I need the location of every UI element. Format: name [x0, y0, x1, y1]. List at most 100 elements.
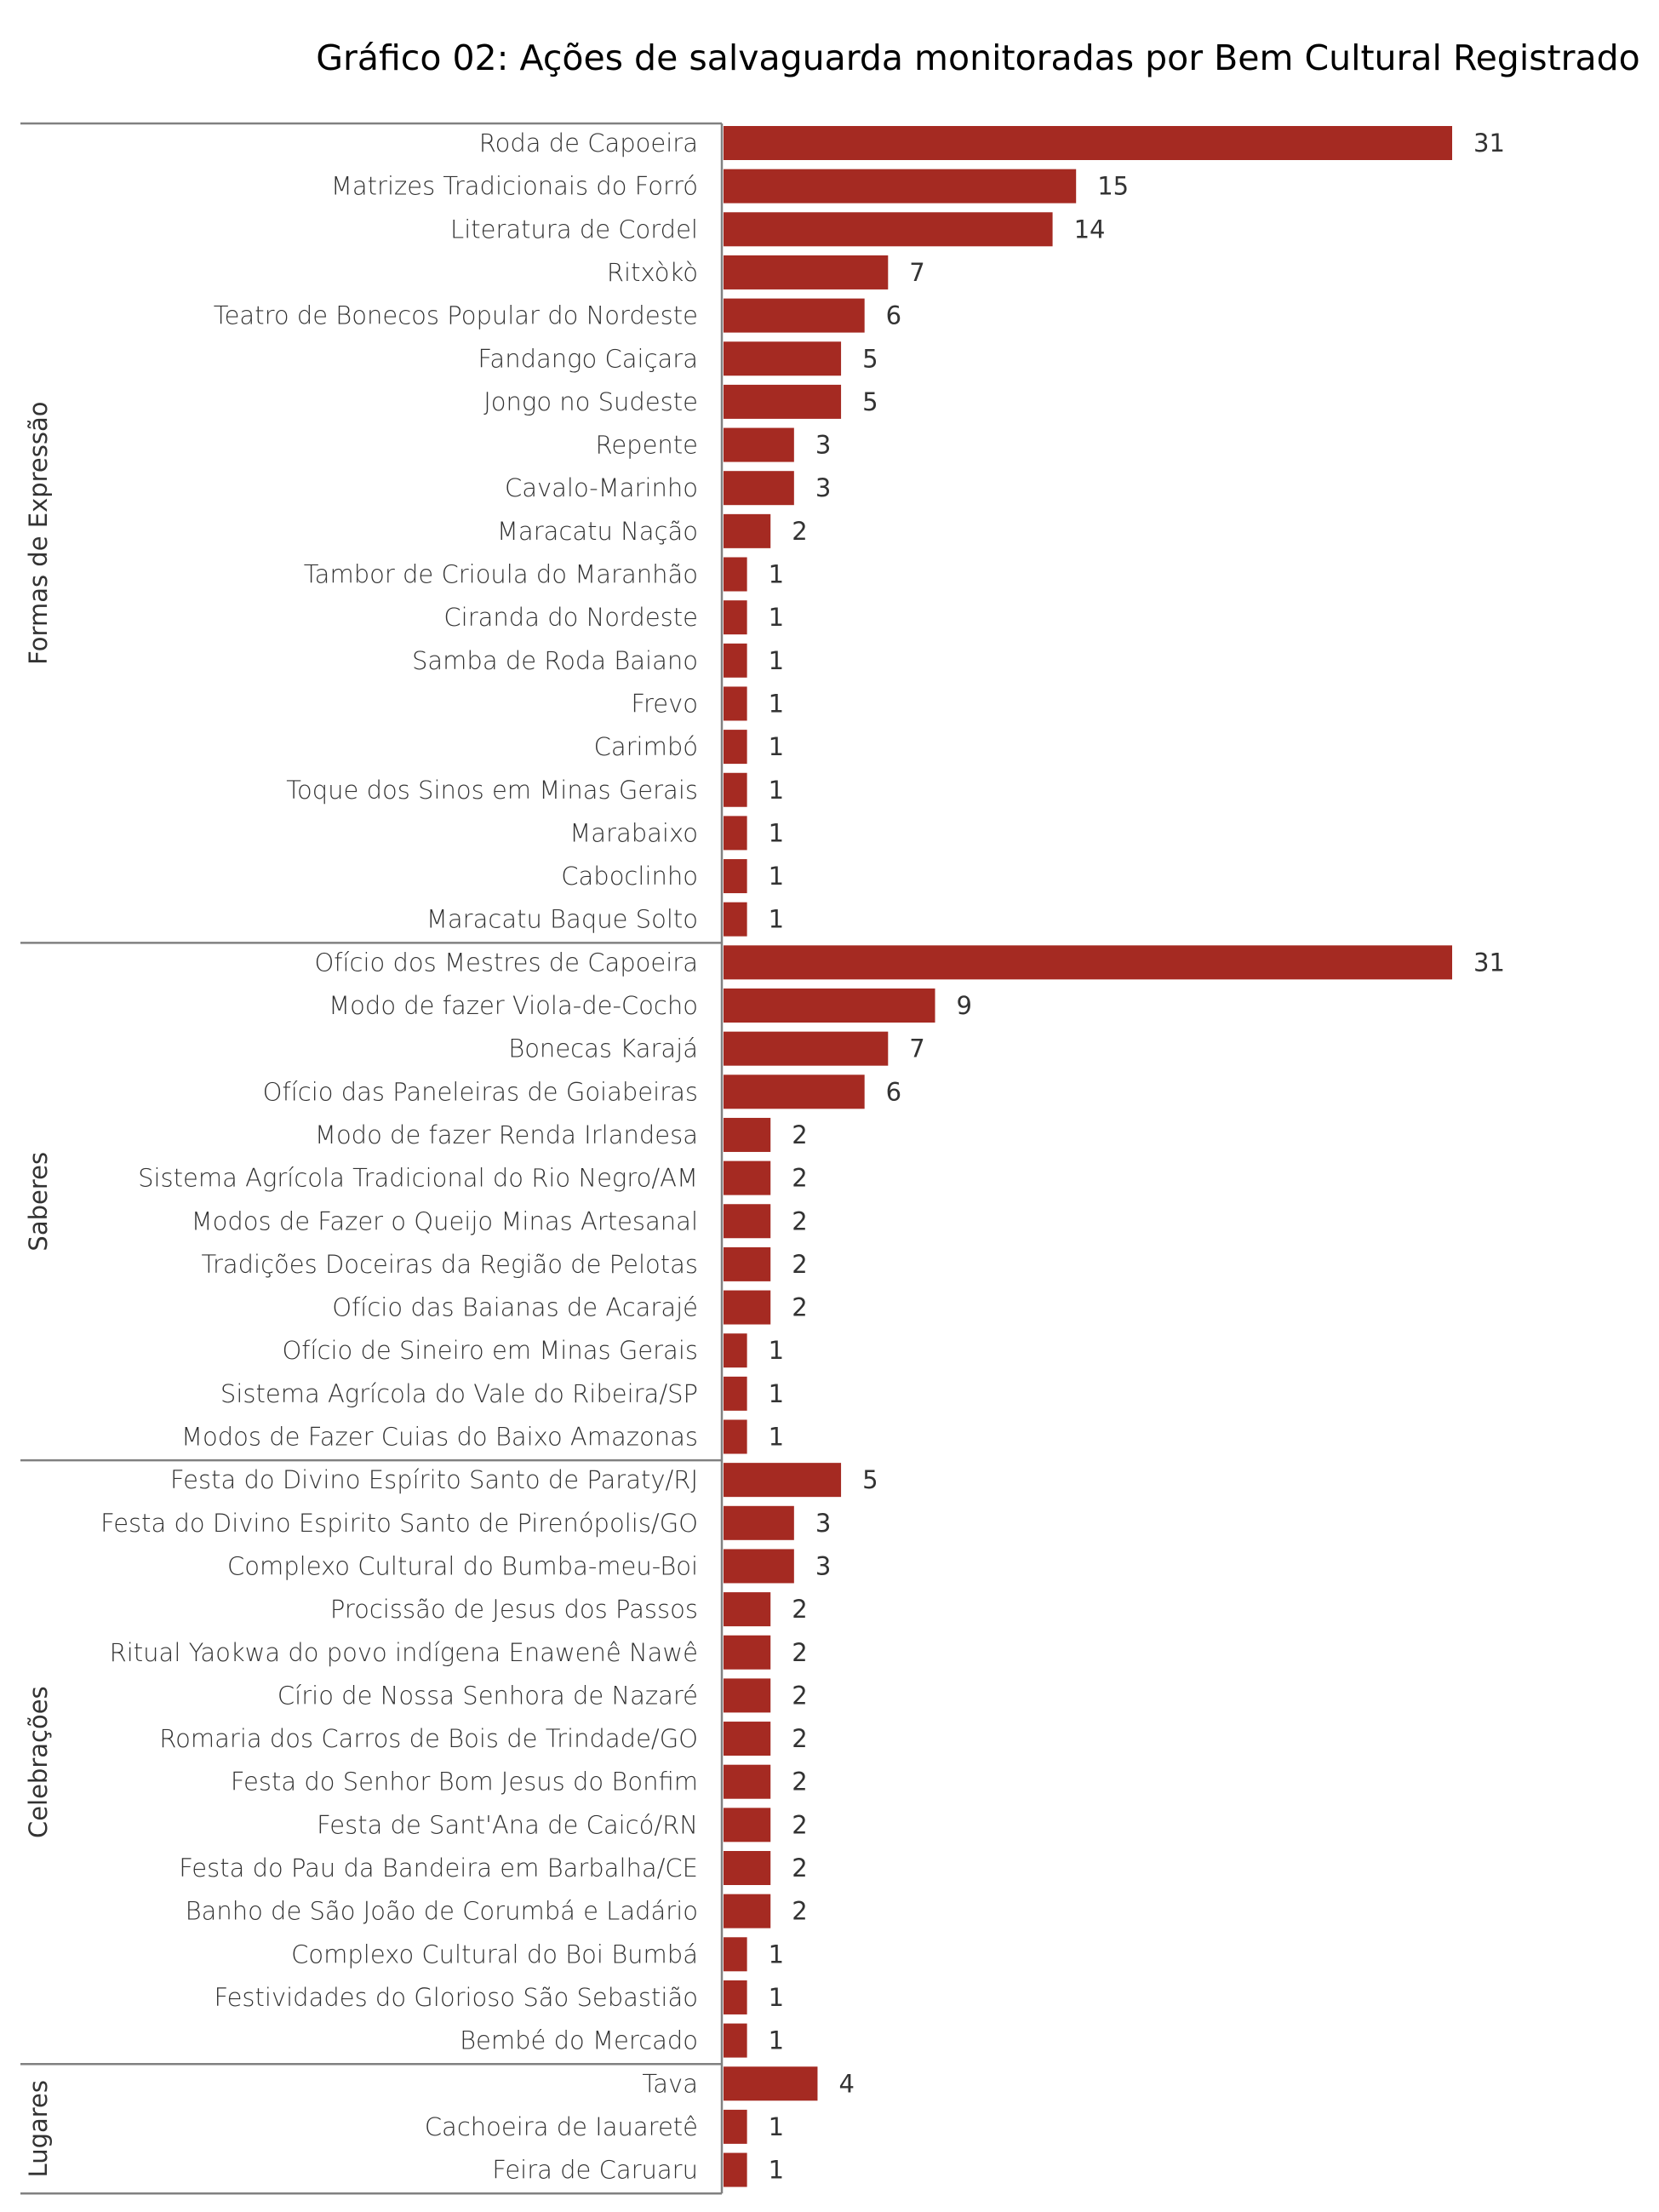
bar — [724, 945, 1452, 980]
bar — [724, 1376, 747, 1411]
value-label: 2 — [792, 1768, 807, 1797]
bar — [724, 513, 771, 548]
bar — [724, 427, 794, 462]
bar — [724, 557, 747, 592]
value-label: 4 — [838, 2069, 854, 2098]
value-label: 2 — [792, 1810, 807, 1839]
category-label: Frevo — [631, 689, 698, 718]
value-label: 1 — [769, 1940, 784, 1968]
value-label: 5 — [862, 387, 878, 416]
value-label: 2 — [792, 1638, 807, 1667]
bar — [724, 772, 747, 807]
bar — [724, 1592, 771, 1627]
category-label: Roda de Capoeira — [479, 129, 698, 158]
bar — [724, 1117, 771, 1152]
value-label: 7 — [909, 258, 924, 287]
value-label: 1 — [769, 818, 784, 847]
bar — [724, 816, 747, 851]
category-label: Festa do Divino Espírito Santo de Paraty… — [170, 1465, 698, 1494]
value-label: 2 — [792, 1120, 807, 1149]
value-label: 2 — [792, 1595, 807, 1624]
category-label: Festa do Divino Espirito Santo de Pirenó… — [100, 1509, 698, 1538]
value-label: 1 — [769, 1423, 784, 1452]
value-label: 1 — [769, 732, 784, 761]
category-label: Romaria dos Carros de Bois de Trindade/G… — [159, 1724, 698, 1753]
bar — [724, 169, 1077, 203]
value-label: 1 — [769, 1336, 784, 1365]
category-label: Sistema Agrícola do Vale do Ribeira/SP — [220, 1379, 698, 1408]
category-label: Modo de fazer Viola-de-Cocho — [329, 991, 698, 1020]
category-label: Marabaixo — [569, 818, 698, 847]
bar — [724, 1204, 771, 1239]
category-label: Repente — [595, 431, 698, 460]
bar — [724, 2023, 747, 2058]
bar — [724, 1505, 794, 1540]
category-label: Ofício dos Mestres de Capoeira — [314, 948, 698, 977]
value-label: 2 — [792, 517, 807, 546]
value-label: 1 — [769, 1379, 784, 1408]
bar — [724, 1764, 771, 1799]
bar — [724, 298, 865, 333]
value-label: 5 — [862, 1465, 878, 1494]
bar — [724, 600, 747, 635]
value-label: 3 — [815, 1551, 831, 1580]
value-label: 1 — [769, 2112, 784, 2141]
category-label: Ofício de Sineiro em Minas Gerais — [282, 1336, 698, 1365]
value-label: 5 — [862, 344, 878, 373]
bar — [724, 341, 842, 376]
value-label: 6 — [886, 1077, 901, 1106]
bar — [724, 2066, 818, 2101]
category-label: Modos de Fazer Cuias do Baixo Amazonas — [181, 1423, 698, 1452]
bar — [724, 1419, 747, 1454]
category-label: Caboclinho — [561, 862, 698, 891]
value-label: 31 — [1473, 129, 1505, 158]
value-label: 2 — [792, 1681, 807, 1710]
bar — [724, 686, 747, 721]
category-label: Cavalo-Marinho — [505, 473, 698, 502]
value-label: 31 — [1473, 948, 1505, 977]
category-label: Teatro de Bonecos Popular do Nordeste — [214, 301, 698, 330]
category-label: Complexo Cultural do Bumba-meu-Boi — [227, 1551, 698, 1580]
category-label: Literatura de Cordel — [450, 215, 698, 244]
bar — [724, 989, 935, 1023]
value-label: 15 — [1097, 172, 1129, 201]
value-label: 3 — [815, 1509, 831, 1538]
value-label: 7 — [909, 1034, 924, 1063]
category-label: Bembé do Mercado — [460, 2026, 698, 2055]
category-label: Maracatu Baque Solto — [426, 905, 698, 934]
category-label: Modo de fazer Renda Irlandesa — [315, 1120, 698, 1149]
bar — [724, 471, 794, 506]
value-label: 3 — [815, 473, 831, 502]
group-label: Saberes — [24, 1152, 53, 1252]
bar — [724, 1290, 771, 1325]
value-label: 1 — [769, 862, 784, 891]
bar — [724, 2109, 747, 2144]
category-label: Modos de Fazer o Queijo Minas Artesanal — [192, 1206, 698, 1235]
category-label: Festa do Pau da Bandeira em Barbalha/CE — [179, 1854, 698, 1882]
category-label: Festa do Senhor Bom Jesus do Bonfim — [231, 1768, 698, 1797]
category-label: Banho de São João de Corumbá e Ladário — [186, 1897, 698, 1926]
value-label: 2 — [792, 1164, 807, 1193]
value-label: 1 — [769, 689, 784, 718]
bar — [724, 255, 889, 289]
category-label: Complexo Cultural do Boi Bumbá — [291, 1940, 698, 1968]
category-label: Cachoeira de Iauaretê — [425, 2112, 698, 2141]
bar — [724, 902, 747, 937]
bar — [724, 643, 747, 678]
bar — [724, 1678, 771, 1713]
bar — [724, 1031, 889, 1066]
category-label: Ofício das Baianas de Acarajé — [332, 1293, 698, 1322]
bar — [724, 1074, 865, 1109]
category-label: Carimbó — [594, 732, 698, 761]
value-label: 9 — [957, 991, 972, 1020]
value-label: 2 — [792, 1854, 807, 1882]
value-label: 1 — [769, 603, 784, 632]
group-label: Lugares — [24, 2080, 53, 2177]
value-label: 2 — [792, 1250, 807, 1279]
chart-title: Gráfico 02: Ações de salvaguarda monitor… — [316, 37, 1640, 78]
category-label: Samba de Roda Baiano — [412, 646, 698, 675]
value-label: 14 — [1074, 215, 1106, 244]
category-label: Círio de Nossa Senhora de Nazaré — [277, 1681, 698, 1710]
category-label: Festividades do Glorioso São Sebastião — [214, 1983, 698, 2012]
